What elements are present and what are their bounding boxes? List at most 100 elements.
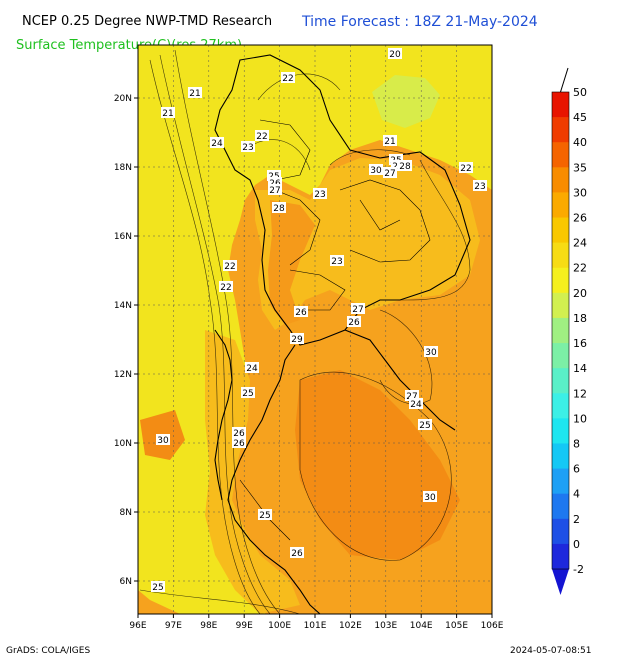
colorbar-swatch	[552, 368, 569, 394]
contour-label-text: 30	[425, 348, 437, 358]
colorbar-min-arrow	[552, 569, 569, 595]
colorbar-label: 14	[573, 362, 587, 375]
contour-label-text: 30	[370, 166, 382, 176]
lat-tick-label: 10N	[114, 439, 132, 449]
contour-label: 28	[272, 202, 286, 214]
colorbar-swatch	[552, 117, 569, 143]
contour-label-text: 21	[384, 137, 395, 147]
contour-label-text: 27	[352, 305, 363, 315]
contour-label: 26	[294, 306, 308, 318]
contour-label: 23	[473, 180, 487, 192]
contour-label-text: 23	[331, 257, 342, 267]
lat-axis: 20N 18N 16N 14N 12N 10N 8N 6N	[114, 94, 138, 587]
contour-label: 24	[409, 398, 423, 410]
contour-label: 22	[223, 260, 237, 272]
colorbar-max-arrow	[560, 67, 569, 93]
colorbar-label: 40	[573, 136, 587, 149]
colorbar-label: 2	[573, 513, 580, 526]
colorbar-swatch	[552, 493, 569, 520]
contour-label-text: 27	[384, 169, 395, 179]
contour-label: 30	[423, 491, 437, 503]
lat-tick-label: 14N	[114, 301, 132, 311]
contour-label: 26	[347, 316, 361, 328]
contour-label: 30	[424, 346, 438, 358]
lat-tick-label: 18N	[114, 163, 132, 173]
contour-label-text: 20	[389, 50, 401, 60]
colorbar-swatch	[552, 142, 569, 168]
colorbar-label: -2	[573, 563, 584, 576]
lon-axis: 96E 97E 98E 99E 100E 101E 102E 103E 104E 105E 106E	[129, 614, 504, 631]
contour-label: 28	[398, 160, 412, 172]
contour-label-text: 22	[282, 74, 293, 84]
contour-label: 20	[388, 48, 402, 60]
lon-tick-label: 100E	[268, 621, 291, 631]
lon-tick-label: 102E	[339, 621, 362, 631]
sea-warm-core	[295, 370, 460, 560]
contour-label: 22	[459, 162, 473, 174]
colorbar-swatch	[552, 167, 569, 193]
colorbar-swatch	[552, 443, 569, 470]
contour-label-text: 21	[162, 109, 173, 119]
colorbar-label: 8	[573, 437, 580, 450]
contour-label: 23	[241, 141, 255, 153]
contour-label: 24	[210, 137, 224, 149]
contour-label: 26	[232, 437, 246, 449]
contour-label-group: 2022212124232225262728212526282722232322…	[151, 48, 487, 593]
colorbar-swatch	[552, 418, 569, 444]
land-region-peninsula	[205, 330, 300, 614]
colorbar-label: 22	[573, 262, 587, 275]
colorbar-swatch	[552, 267, 569, 294]
contour-label: 25	[151, 581, 165, 593]
model-title: NCEP 0.25 Degree NWP-TMD Research	[22, 14, 273, 29]
lat-tick-label: 6N	[120, 577, 132, 587]
colorbar-label: 26	[573, 212, 587, 225]
contour-label-text: 30	[424, 493, 436, 503]
colorbar-label: 18	[573, 312, 587, 325]
lon-tick-label: 99E	[236, 621, 253, 631]
contour-label: 23	[330, 255, 344, 267]
lon-tick-label: 98E	[200, 621, 217, 631]
contour-label: 27	[351, 303, 365, 315]
contour-label-text: 27	[406, 392, 417, 402]
contour-label-text: 23	[474, 182, 485, 192]
contour-label: 23	[313, 188, 327, 200]
contour-label-text: 25	[152, 583, 163, 593]
lon-tick-label: 104E	[410, 621, 433, 631]
province-borders	[239, 119, 431, 541]
colorbar-swatch	[552, 543, 569, 570]
colorbar-swatch	[552, 468, 569, 495]
credit-text: GrADS: COLA/IGES	[6, 646, 91, 656]
colorbar-swatch	[552, 242, 569, 269]
contour-label: 22	[281, 72, 295, 84]
contour-label-text: 30	[157, 436, 169, 446]
contour-label-text: 22	[256, 132, 267, 142]
contour-label-text: 22	[460, 164, 471, 174]
contour-label-text: 25	[242, 389, 253, 399]
colorbar-label: 30	[573, 186, 587, 199]
contour-label: 26	[232, 427, 246, 439]
lon-tick-label: 105E	[445, 621, 468, 631]
colorbar-label: 35	[573, 161, 587, 174]
contour-label-text: 24	[211, 139, 223, 149]
contour-label-text: 26	[348, 318, 360, 328]
contour-label: 27	[268, 184, 282, 196]
contour-label-text: 22	[220, 283, 231, 293]
lat-tick-label: 16N	[114, 232, 132, 242]
colorbar-swatch	[552, 92, 569, 118]
contour-label: 22	[255, 130, 269, 142]
colorbar-label: 10	[573, 412, 587, 425]
colorbar-label: 20	[573, 287, 587, 300]
lon-tick-label: 103E	[374, 621, 397, 631]
contour-label-text: 26	[291, 549, 303, 559]
contour-label-text: 28	[273, 204, 285, 214]
contour-label-text: 24	[246, 364, 258, 374]
contour-label: 26	[290, 547, 304, 559]
contour-label-text: 23	[242, 143, 253, 153]
colorbar-swatch	[552, 317, 569, 344]
contour-label-text: 29	[291, 335, 303, 345]
colorbar-label: 45	[573, 111, 587, 124]
timestamp-text: 2024-05-07-08:51	[510, 646, 592, 656]
contour-label: 30	[369, 164, 383, 176]
land-region-plateau	[255, 158, 480, 330]
